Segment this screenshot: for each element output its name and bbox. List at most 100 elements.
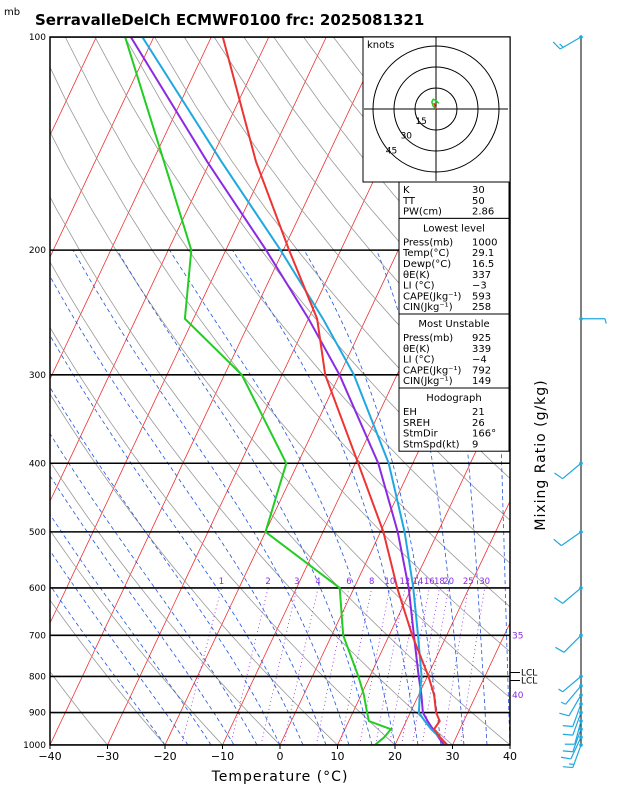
wind-barb-flag bbox=[553, 538, 562, 547]
mixing-ratio-line bbox=[230, 587, 269, 745]
indices-value: 50 bbox=[472, 196, 485, 207]
wind-barb bbox=[562, 727, 583, 753]
parcel-mu-line bbox=[129, 37, 445, 745]
moist-adiabat-line bbox=[50, 584, 166, 745]
wind-barb-base bbox=[579, 586, 583, 590]
wind-barb bbox=[560, 684, 583, 705]
hodograph-trace bbox=[430, 98, 440, 110]
moist-adiabat-line bbox=[50, 334, 304, 745]
wind-barb-shaft bbox=[562, 462, 582, 480]
y-unit-label: mb bbox=[4, 7, 20, 18]
isotherm-line bbox=[50, 37, 97, 137]
dry-adiabat-line bbox=[50, 393, 338, 745]
moist-adiabat-line bbox=[50, 475, 235, 745]
hodograph-ring-label: 15 bbox=[415, 117, 426, 127]
wind-barb bbox=[562, 743, 583, 769]
y-tick-label: 600 bbox=[29, 584, 46, 594]
indices-value: −3 bbox=[472, 281, 487, 292]
indices-header: Hodograph bbox=[426, 393, 481, 404]
isotherm-line bbox=[50, 37, 327, 624]
indices-header: Most Unstable bbox=[418, 319, 489, 330]
wind-barb bbox=[554, 586, 583, 604]
indices-label: SREH bbox=[403, 418, 430, 429]
indices-value: 30 bbox=[472, 185, 485, 196]
dry-adiabat-line bbox=[50, 66, 510, 653]
moist-adiabat-line bbox=[50, 433, 258, 745]
mixing-ratio-tick-label: 1 bbox=[219, 577, 224, 587]
wind-barb-shaft bbox=[572, 729, 582, 752]
indices-value: 21 bbox=[472, 407, 485, 418]
isotherm-line bbox=[50, 37, 385, 745]
temperature-line bbox=[221, 37, 449, 745]
moist-adiabat-line bbox=[50, 386, 281, 745]
wind-barb-shaft bbox=[563, 634, 582, 653]
indices-value: 26 bbox=[472, 418, 485, 429]
wind-barb bbox=[560, 735, 583, 760]
isotherm-line bbox=[164, 37, 500, 745]
wind-barb-base bbox=[579, 719, 583, 723]
wind-barb-shaft bbox=[568, 694, 582, 717]
y-tick-label: 100 bbox=[29, 33, 46, 43]
wind-barb-base bbox=[579, 316, 583, 321]
indices-value: 29.1 bbox=[472, 248, 494, 259]
wind-barb-base bbox=[579, 684, 583, 688]
wind-barb-base bbox=[579, 674, 583, 679]
mixing-ratio-tick-label: 16 bbox=[424, 577, 435, 587]
indices-value: 2.86 bbox=[472, 207, 494, 218]
y-tick-label: 400 bbox=[29, 459, 46, 469]
wind-barb bbox=[579, 316, 607, 324]
x-tick-label: −10 bbox=[211, 750, 234, 763]
dry-adiabat-line bbox=[50, 261, 453, 745]
wind-barb-shaft bbox=[562, 675, 582, 693]
wind-barb-shaft bbox=[560, 531, 582, 547]
dry-adiabat-line bbox=[50, 460, 281, 745]
wind-barb-half bbox=[604, 318, 607, 324]
wind-barb-shaft bbox=[562, 587, 582, 604]
indices-label: StmDir bbox=[403, 429, 438, 440]
indices-section bbox=[398, 313, 510, 389]
mixing-ratio-tick-label: 14 bbox=[412, 577, 423, 587]
wind-barb-base bbox=[579, 710, 583, 715]
wind-barb-half bbox=[558, 688, 563, 693]
mixing-ratio-line bbox=[315, 587, 350, 745]
indices-label: TT bbox=[402, 196, 416, 207]
indices-label: CAPE(Jkg⁻¹) bbox=[403, 365, 461, 376]
mixing-ratio-tick-label: 3 bbox=[294, 577, 299, 587]
y-tick-label: 900 bbox=[29, 709, 46, 719]
dry-adiabat-line bbox=[183, 37, 510, 439]
x-tick-label: 10 bbox=[331, 750, 345, 763]
mixing-ratio-tick-label: 4 bbox=[315, 577, 320, 587]
indices-label: Temp(°C) bbox=[402, 248, 450, 259]
dry-adiabat-line bbox=[50, 326, 396, 745]
mixing-ratio-tick-label: 30 bbox=[479, 577, 490, 587]
wind-barb-flag bbox=[562, 725, 573, 728]
indices-label: K bbox=[403, 185, 410, 196]
hodograph-ring-label: 30 bbox=[401, 132, 413, 142]
wind-barb-base bbox=[579, 693, 583, 697]
indices-value: −4 bbox=[472, 355, 487, 366]
mixing-ratio-tick-label: 10 bbox=[384, 577, 395, 587]
mixing-ratio-tick-label: 20 bbox=[443, 577, 454, 587]
wind-barb-base bbox=[579, 727, 583, 732]
wind-barb bbox=[559, 693, 583, 717]
wind-barb-flag bbox=[555, 646, 565, 653]
indices-label: Dewp(°C) bbox=[403, 259, 451, 270]
x-tick-label: 40 bbox=[503, 750, 517, 763]
dry-adiabat-line bbox=[572, 37, 618, 745]
parcel-line bbox=[141, 37, 449, 745]
wind-barb-half bbox=[559, 43, 564, 48]
y-tick-label: 800 bbox=[29, 672, 46, 682]
wind-barb bbox=[562, 702, 583, 728]
isotherm-line bbox=[50, 37, 212, 380]
wind-barb-flag bbox=[552, 41, 561, 50]
indices-value: 1000 bbox=[472, 237, 497, 248]
indices-value: 792 bbox=[472, 365, 491, 376]
y-tick-label: 1000 bbox=[23, 741, 46, 751]
indices-section bbox=[398, 387, 510, 452]
x-tick-label: −30 bbox=[96, 750, 119, 763]
y-tick-label: 300 bbox=[29, 371, 46, 381]
wind-barb-shaft bbox=[570, 736, 582, 760]
moist-adiabat-line bbox=[50, 275, 327, 745]
moist-adiabat-line bbox=[50, 513, 212, 745]
